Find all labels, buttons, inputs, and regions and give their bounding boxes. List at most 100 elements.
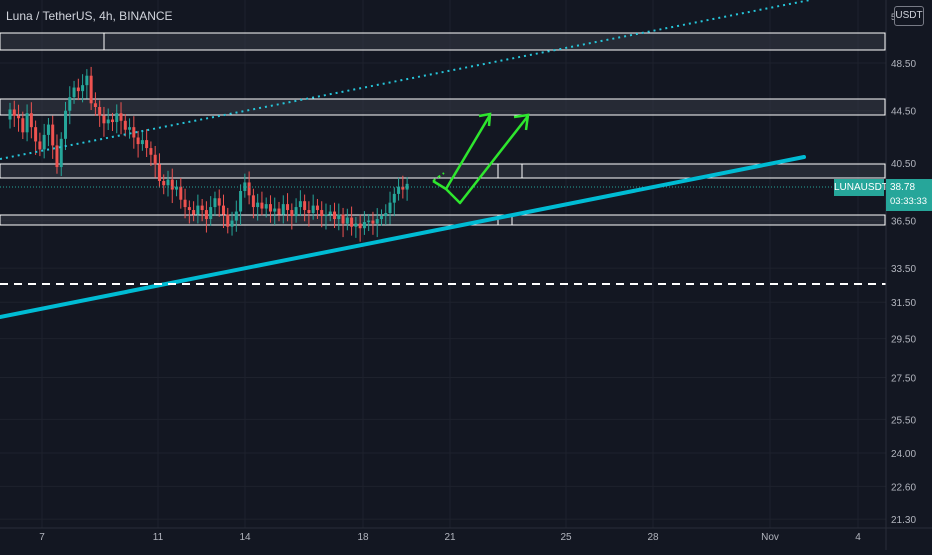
candle-up <box>281 204 285 215</box>
candle-down <box>358 223 362 229</box>
candle-up <box>59 138 63 168</box>
candle-up <box>68 97 72 111</box>
candle-up <box>115 113 119 123</box>
price-tick-label: 29.50 <box>891 335 916 346</box>
candle-up <box>213 198 217 208</box>
price-tick-label: 27.50 <box>891 374 916 385</box>
price-tick-label: 24.00 <box>891 449 916 460</box>
candle-up <box>362 222 366 229</box>
arrowhead-left <box>478 112 492 127</box>
symbol-price-label: LUNAUSDT <box>834 179 888 196</box>
price-tick-label: 44.50 <box>891 107 916 118</box>
time-axis[interactable]: 7 11 14 18 21 25 28 Nov 4 <box>0 527 932 543</box>
candle-down <box>315 205 319 211</box>
candle-down <box>119 113 123 121</box>
candle-up <box>379 216 383 220</box>
candle-up <box>273 208 277 212</box>
price-tick-label: 48.50 <box>891 59 916 70</box>
candle-down <box>204 210 208 220</box>
price-axis-bg <box>886 0 932 550</box>
candle-down <box>38 141 42 150</box>
candle-up <box>106 119 110 124</box>
candle-up <box>367 220 371 223</box>
price-tick-label: 33.50 <box>891 264 916 275</box>
candle-up <box>324 214 328 217</box>
candle-down <box>277 208 281 215</box>
candle-down <box>21 118 25 133</box>
candle-up <box>337 214 341 220</box>
price-axis[interactable]: 48.50 44.50 40.50 36.50 33.50 31.50 29.50 27.50… <box>885 0 932 550</box>
projection-path <box>432 115 529 205</box>
candle-down <box>145 140 149 149</box>
resistance-zone-44 <box>0 98 886 116</box>
time-tick-label: 25 <box>560 532 572 543</box>
candle-down <box>102 115 106 124</box>
candle-up <box>298 201 302 208</box>
candle-down <box>29 113 33 128</box>
candle-down <box>132 127 136 138</box>
price-zones[interactable] <box>0 32 886 226</box>
candles-layer <box>8 66 409 242</box>
candle-up <box>405 183 409 190</box>
candle-down <box>192 210 196 215</box>
candle-down <box>307 210 311 214</box>
candle-up <box>25 113 29 133</box>
candle-down <box>55 145 59 168</box>
candle-down <box>76 87 80 92</box>
time-tick-label: 11 <box>153 532 164 543</box>
candle-down <box>136 137 140 145</box>
price-tick-label: 31.50 <box>891 298 916 309</box>
axis-corner-digit: 5 <box>891 12 896 22</box>
candle-down <box>183 199 187 208</box>
support-trendline <box>0 155 806 319</box>
candle-up <box>256 202 260 208</box>
candle-down <box>222 205 225 215</box>
candle-down <box>371 220 375 224</box>
candle-down <box>200 205 204 211</box>
drawings-layer[interactable] <box>0 0 886 319</box>
candle-down <box>333 211 337 220</box>
candle-up <box>264 204 268 209</box>
price-tick-label: 40.50 <box>891 159 916 170</box>
candle-down <box>187 207 191 211</box>
candle-up <box>8 109 12 120</box>
candle-up <box>392 193 396 203</box>
candle-down <box>12 109 16 116</box>
candle-up <box>294 207 298 217</box>
candle-down <box>320 210 324 217</box>
price-tick-label: 36.50 <box>891 217 916 228</box>
candle-down <box>251 195 255 208</box>
candle-down <box>34 127 38 142</box>
resistance-zone-top <box>0 32 886 51</box>
candle-down <box>17 115 21 119</box>
projection-dashed-start <box>432 172 445 182</box>
dotted-trendline <box>0 0 811 160</box>
candle-down <box>226 214 230 227</box>
candle-up <box>85 75 89 86</box>
candle-up <box>354 223 358 227</box>
candle-up <box>375 219 379 224</box>
projection-arrow-left <box>444 114 492 190</box>
currency-button[interactable]: USDT <box>894 6 924 26</box>
candle-down <box>217 198 221 206</box>
arrowhead-right <box>513 113 530 131</box>
time-tick-label: 4 <box>855 532 861 543</box>
candle-down <box>149 148 153 155</box>
candle-up <box>166 179 170 186</box>
candle-down <box>350 217 354 227</box>
candle-up <box>128 127 132 130</box>
bar-countdown: 03:33:33 <box>890 196 927 207</box>
candle-up <box>384 213 388 217</box>
candle-up <box>42 134 46 150</box>
time-tick-label: 18 <box>357 532 369 543</box>
time-tick-label: 14 <box>239 532 251 543</box>
candle-up <box>81 85 85 92</box>
time-tick-label: 21 <box>444 532 456 543</box>
time-tick-label: 7 <box>39 532 45 543</box>
candle-up <box>234 211 238 221</box>
last-price-badge: 38.78 03:33:33 <box>886 179 932 211</box>
support-zone-36 <box>0 214 886 226</box>
candle-down <box>93 103 97 107</box>
